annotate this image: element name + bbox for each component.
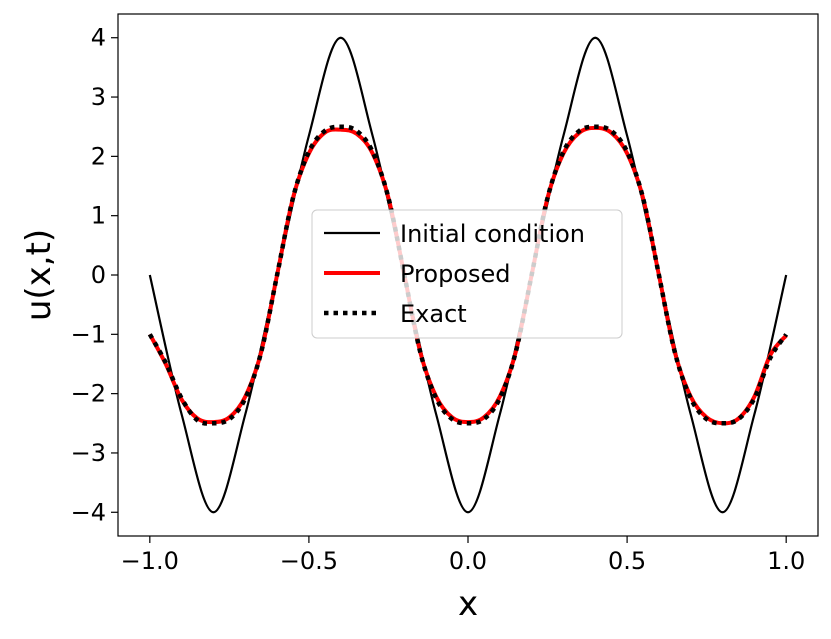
- x-tick-label: −0.5: [280, 547, 338, 575]
- y-tick-label: −3: [71, 439, 106, 467]
- y-tick-label: 0: [91, 261, 106, 289]
- x-axis: −1.0 −0.5 0.0 0.5 1.0: [121, 536, 805, 575]
- x-tick-label: 1.0: [767, 547, 805, 575]
- legend-box: [311, 209, 623, 339]
- x-tick-label: 0.5: [608, 547, 646, 575]
- plot-lines: [147, 36, 789, 514]
- y-tick-label: −4: [71, 498, 106, 526]
- x-tick-label: −1.0: [121, 547, 179, 575]
- y-tick-label: 1: [91, 202, 106, 230]
- y-tick-label: 3: [91, 83, 106, 111]
- legend-label-initial-condition: Initial condition: [400, 220, 585, 248]
- x-tick-label: 0.0: [449, 547, 487, 575]
- series-line-exact: [147, 124, 789, 426]
- y-tick-label: 4: [91, 24, 106, 52]
- y-tick-label: −2: [71, 380, 106, 408]
- y-tick-label: −1: [71, 320, 106, 348]
- y-tick-label: 2: [91, 142, 106, 170]
- y-axis: 4 3 2 1 0 −1 −2 −3 −4: [71, 24, 118, 526]
- y-axis-label: u(x,t): [19, 229, 59, 321]
- legend-label-proposed: Proposed: [400, 260, 511, 288]
- legend-label-exact: Exact: [400, 300, 467, 328]
- legend: Initial condition Proposed Exact: [311, 209, 623, 339]
- x-axis-label: x: [458, 584, 478, 624]
